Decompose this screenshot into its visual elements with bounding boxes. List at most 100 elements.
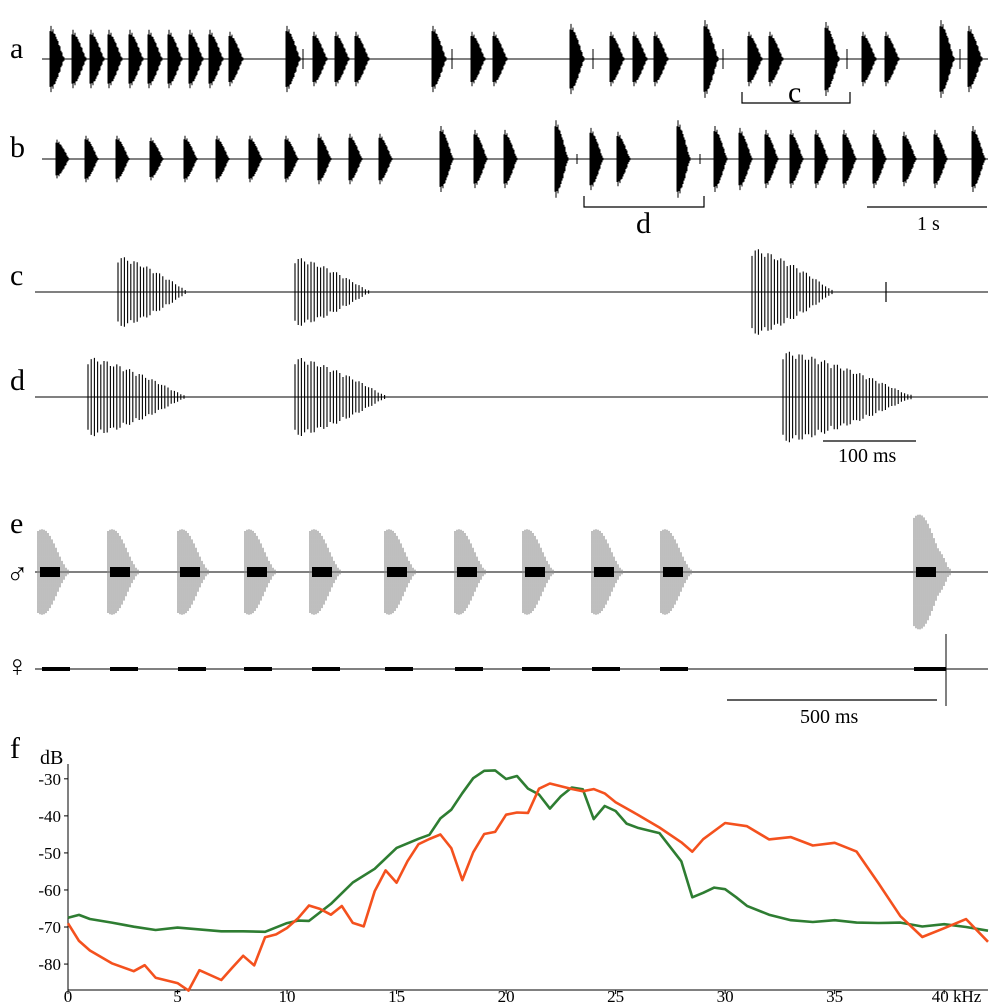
pulse-core-e-6: [457, 567, 477, 577]
pulse-a-12: [334, 31, 350, 87]
pulse-b-9: [348, 133, 363, 185]
panel-label-a: a: [10, 32, 23, 65]
pulse-a-7: [188, 29, 204, 89]
series-line-1: [66, 782, 989, 992]
x-tick-label: 10: [279, 987, 296, 1006]
scalebar-100ms-label: 100 ms: [838, 445, 897, 467]
pulse-c-1: [294, 258, 370, 326]
spectrum-series: [66, 769, 989, 992]
panel-label-e: e: [10, 507, 23, 540]
pulse-d-0: [87, 357, 185, 437]
female-pulse-7: [522, 667, 550, 671]
pulse-a-17: [569, 23, 585, 95]
pulse-a-11: [312, 31, 328, 87]
y-tick-label: -40: [38, 807, 61, 826]
x-tick-label: 20: [498, 987, 515, 1006]
female-pulse-4: [312, 667, 340, 671]
pulse-core-e-7: [525, 567, 545, 577]
x-tick-label: 25: [607, 987, 624, 1006]
x-axis-unit: kHz: [953, 987, 982, 1006]
pulse-b-19: [738, 127, 753, 191]
pulse-a-22: [747, 31, 763, 87]
pulse-a-20: [653, 31, 669, 87]
female-pulse-9: [660, 667, 688, 671]
female-pulse-1: [110, 667, 138, 671]
pulse-core-e-10: [916, 567, 936, 577]
pulse-a-18: [609, 31, 625, 87]
oscillogram-e-female: [35, 667, 988, 671]
female-symbol: ♀: [6, 650, 29, 683]
female-pulse-8: [592, 667, 620, 671]
pulse-a-14: [431, 25, 447, 93]
pulse-a-3: [107, 29, 123, 89]
pulse-core-e-0: [40, 567, 60, 577]
scalebar-500ms-label: 500 ms: [800, 706, 859, 728]
panel-label-b: b: [10, 131, 25, 164]
y-tick-label: -60: [38, 881, 61, 900]
pulse-a-10: [285, 25, 301, 93]
y-tick-label: -80: [38, 955, 61, 974]
pulse-a-27: [939, 20, 955, 98]
pulse-a-21: [703, 20, 719, 98]
female-pulse-2: [178, 667, 206, 671]
bracket-d: [583, 196, 705, 208]
oscillogram-c: [35, 249, 988, 335]
pulse-b-12: [473, 129, 488, 189]
pulse-core-e-3: [247, 567, 267, 577]
pulse-b-20: [764, 129, 779, 189]
pulse-a-0: [49, 25, 65, 93]
y-tick-label: -70: [38, 918, 61, 937]
pulse-b-3: [149, 137, 164, 181]
pulse-b-21: [789, 129, 804, 189]
x-tick-label: 0: [64, 987, 73, 1006]
pulse-b-14: [554, 120, 569, 198]
pulse-b-24: [872, 129, 887, 189]
pulse-a-24: [824, 22, 840, 96]
x-tick-label: 15: [388, 987, 405, 1006]
x-tick-label: 35: [826, 987, 843, 1006]
pulse-b-0: [55, 139, 70, 179]
pulse-a-8: [208, 29, 224, 89]
pulse-a-2: [89, 29, 105, 89]
x-tick-label: 5: [173, 987, 182, 1006]
female-pulse-10: [914, 667, 946, 671]
pulse-d-1: [294, 358, 386, 436]
male-symbol: ♂: [6, 558, 29, 591]
pulse-b-16: [616, 131, 631, 187]
oscillogram-d: [35, 351, 988, 443]
female-pulse-6: [455, 667, 483, 671]
pulse-c-2: [751, 249, 833, 335]
bracket-label-c: c: [788, 76, 801, 109]
oscillogram-a: [42, 20, 988, 98]
pulse-a-13: [354, 31, 370, 87]
x-tick-label: 40: [932, 987, 949, 1006]
pulse-b-4: [183, 135, 198, 183]
series-line-0: [67, 769, 989, 934]
pulse-b-13: [503, 129, 518, 189]
pulse-core-e-2: [180, 567, 200, 577]
pulse-b-15: [589, 127, 604, 191]
oscillogram-e-male: [35, 514, 988, 630]
female-pulse-3: [244, 667, 272, 671]
bracket-c: [741, 92, 851, 104]
pulse-a-28: [967, 25, 983, 93]
pulse-b-25: [902, 131, 917, 187]
pulse-a-19: [632, 31, 648, 87]
panel-label-c: c: [10, 259, 23, 292]
pulse-a-4: [128, 29, 144, 89]
pulse-core-e-4: [312, 567, 332, 577]
pulse-a-23: [768, 31, 784, 87]
pulse-b-6: [248, 135, 263, 183]
pulse-b-5: [215, 135, 230, 183]
pulse-core-e-8: [594, 567, 614, 577]
y-axis-label: dB: [40, 747, 63, 769]
pulse-b-18: [713, 126, 728, 192]
pulse-a-6: [167, 29, 183, 89]
pulse-a-1: [71, 29, 87, 89]
bracket-label-d: d: [636, 207, 651, 240]
oscillogram-b: [42, 120, 988, 198]
pulse-b-2: [115, 135, 130, 183]
pulse-b-1: [84, 135, 99, 183]
y-tick-label: -30: [38, 770, 61, 789]
